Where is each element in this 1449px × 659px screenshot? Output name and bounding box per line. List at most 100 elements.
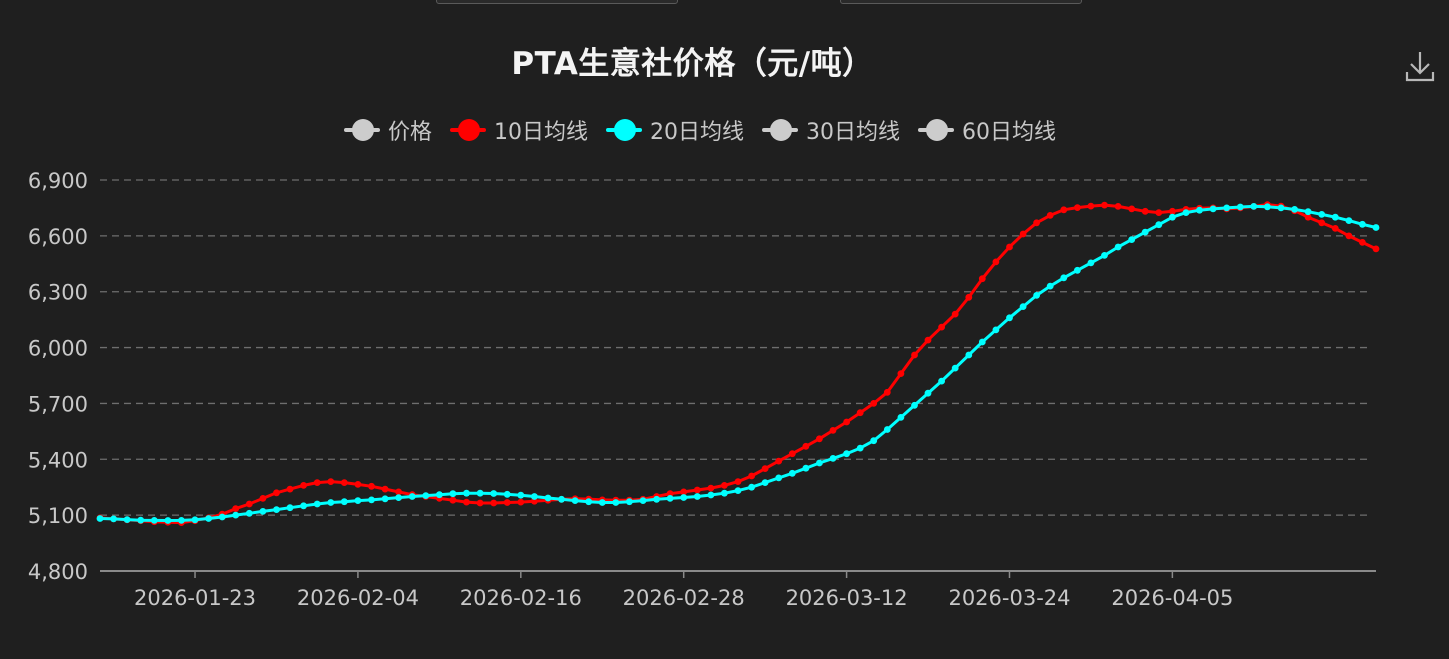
data-point — [490, 490, 498, 497]
data-point — [1060, 274, 1068, 282]
x-tick-label: 2026-02-28 — [623, 586, 745, 610]
data-point — [626, 498, 633, 506]
series-line-ma20 — [99, 204, 1377, 522]
data-point — [911, 351, 918, 359]
data-point — [503, 499, 511, 506]
data-point — [1196, 206, 1203, 214]
data-point — [1074, 204, 1081, 212]
data-point — [340, 479, 348, 486]
data-point — [1114, 203, 1122, 210]
data-point — [870, 400, 878, 407]
data-point — [775, 474, 783, 482]
data-point — [1182, 209, 1190, 217]
data-point — [273, 489, 280, 497]
data-point — [110, 515, 117, 523]
data-point — [1006, 243, 1013, 251]
data-point — [273, 506, 280, 513]
legend-item-ma30[interactable]: 30日均线 — [762, 114, 900, 146]
y-tick-label: 5,100 — [28, 504, 88, 528]
data-point — [259, 508, 267, 515]
data-point — [449, 496, 457, 504]
data-point — [1006, 314, 1013, 322]
data-point — [965, 293, 973, 301]
data-point — [1359, 220, 1366, 228]
data-point — [775, 457, 783, 465]
legend-symbol-icon — [762, 118, 798, 142]
data-point — [721, 489, 728, 497]
data-point — [748, 472, 755, 480]
data-point — [1372, 224, 1380, 231]
data-point — [286, 485, 294, 493]
data-point — [368, 482, 375, 490]
data-point — [598, 499, 606, 506]
legend-item-ma20[interactable]: 20日均线 — [606, 114, 744, 146]
data-point — [381, 495, 389, 503]
data-point — [449, 490, 457, 498]
y-tick-label: 6,600 — [28, 225, 88, 249]
data-point — [245, 500, 253, 508]
data-point — [123, 516, 131, 523]
data-point — [1128, 205, 1136, 213]
x-tick-label: 2026-02-04 — [297, 586, 419, 610]
data-point — [951, 310, 959, 318]
x-tick-label: 2026-03-12 — [786, 586, 908, 610]
legend-item-ma60[interactable]: 60日均线 — [918, 114, 1056, 146]
data-point — [693, 486, 701, 494]
data-point — [490, 499, 498, 507]
y-tick-label: 6,900 — [28, 169, 88, 193]
data-point — [612, 499, 620, 506]
data-point — [395, 488, 402, 496]
y-tick-label: 5,700 — [28, 392, 88, 416]
legend-item-ma10[interactable]: 10日均线 — [450, 114, 588, 146]
data-point — [313, 479, 321, 486]
data-point — [150, 517, 158, 524]
data-point — [1060, 206, 1068, 214]
download-button[interactable] — [1404, 48, 1436, 84]
top-control-right[interactable] — [840, 0, 1082, 4]
data-point — [531, 497, 538, 505]
data-point — [1141, 228, 1149, 236]
data-point — [1128, 236, 1136, 244]
legend-label: 30日均线 — [806, 120, 900, 145]
data-point — [96, 515, 104, 522]
data-point — [340, 498, 348, 506]
data-point — [1141, 207, 1149, 215]
data-point — [897, 370, 905, 377]
data-point — [232, 511, 240, 519]
legend-symbol-icon — [918, 118, 954, 142]
data-point — [1019, 303, 1027, 310]
data-point — [327, 499, 335, 506]
data-point — [354, 497, 362, 504]
data-point — [761, 465, 769, 472]
data-point — [721, 482, 728, 489]
data-point — [870, 437, 878, 445]
data-point — [748, 483, 755, 491]
data-point — [1304, 213, 1312, 221]
x-tick-label: 2026-02-16 — [460, 586, 582, 610]
data-point — [476, 499, 484, 507]
data-point — [883, 426, 891, 433]
data-point — [707, 484, 715, 492]
data-point — [422, 492, 430, 499]
data-point — [924, 389, 932, 397]
data-point — [680, 494, 688, 501]
data-point — [1236, 203, 1244, 211]
data-point — [408, 493, 416, 500]
legend-item-price[interactable]: 价格 — [343, 114, 432, 146]
data-point — [1169, 207, 1176, 215]
data-point — [313, 500, 321, 508]
top-control-left[interactable] — [436, 0, 678, 4]
data-point — [1101, 201, 1108, 209]
data-point — [327, 478, 335, 485]
data-point — [883, 388, 891, 396]
data-point — [666, 495, 674, 502]
data-point — [965, 351, 973, 359]
data-point — [734, 478, 742, 485]
data-point — [1209, 205, 1217, 213]
y-tick-label: 6,000 — [28, 337, 88, 361]
data-point — [463, 489, 470, 497]
data-point — [178, 517, 185, 524]
data-point — [788, 450, 796, 458]
data-point — [992, 258, 1000, 266]
data-point — [218, 513, 226, 521]
